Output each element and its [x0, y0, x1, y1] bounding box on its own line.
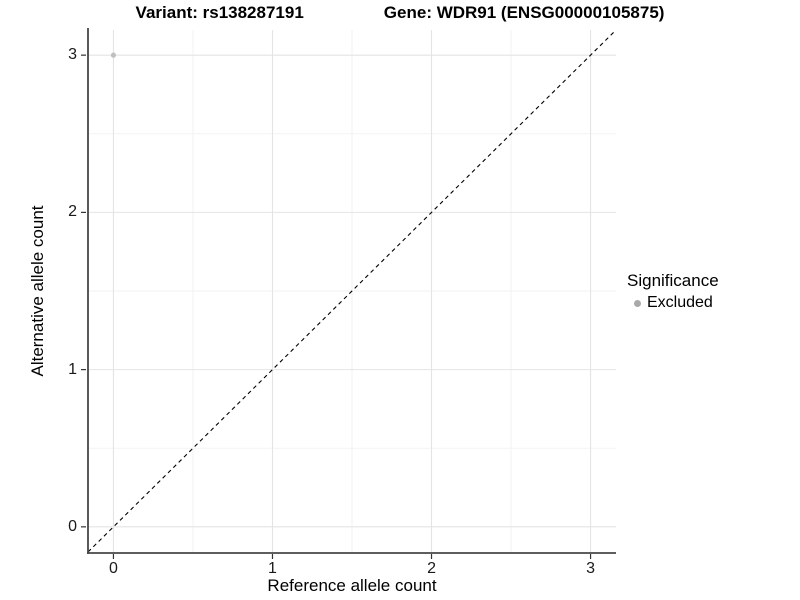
plot-title-variant: Variant: rs138287191 [135, 3, 304, 22]
plot-title: Variant: rs138287191 Gene: WDR91 (ENSG00… [0, 3, 800, 23]
legend-title: Significance [627, 271, 719, 290]
x-tick-label-2: 2 [427, 560, 436, 577]
y-tick-label-3: 3 [68, 46, 77, 64]
identity-line [87, 29, 617, 553]
x-axis-title: Reference allele count [267, 576, 437, 595]
x-tick-label-0: 0 [108, 560, 118, 577]
plot-title-gene: Gene: WDR91 (ENSG00000105875) [383, 3, 665, 22]
x-tick-label-3: 3 [586, 560, 595, 577]
excluded-point-swatch-icon [634, 299, 641, 307]
legend-item-label: Excluded [647, 294, 713, 311]
y-tick-label-0: 0 [68, 517, 77, 535]
y-tick-label-2: 2 [68, 203, 77, 221]
x-tick-label-1: 1 [268, 560, 277, 577]
data-point-excluded [110, 52, 117, 58]
y-axis-title: Alternative allele count [28, 205, 47, 377]
legend: Significance Excluded [627, 271, 719, 312]
legend-item-excluded: Excluded [627, 294, 719, 312]
y-tick-label-1: 1 [68, 360, 77, 378]
